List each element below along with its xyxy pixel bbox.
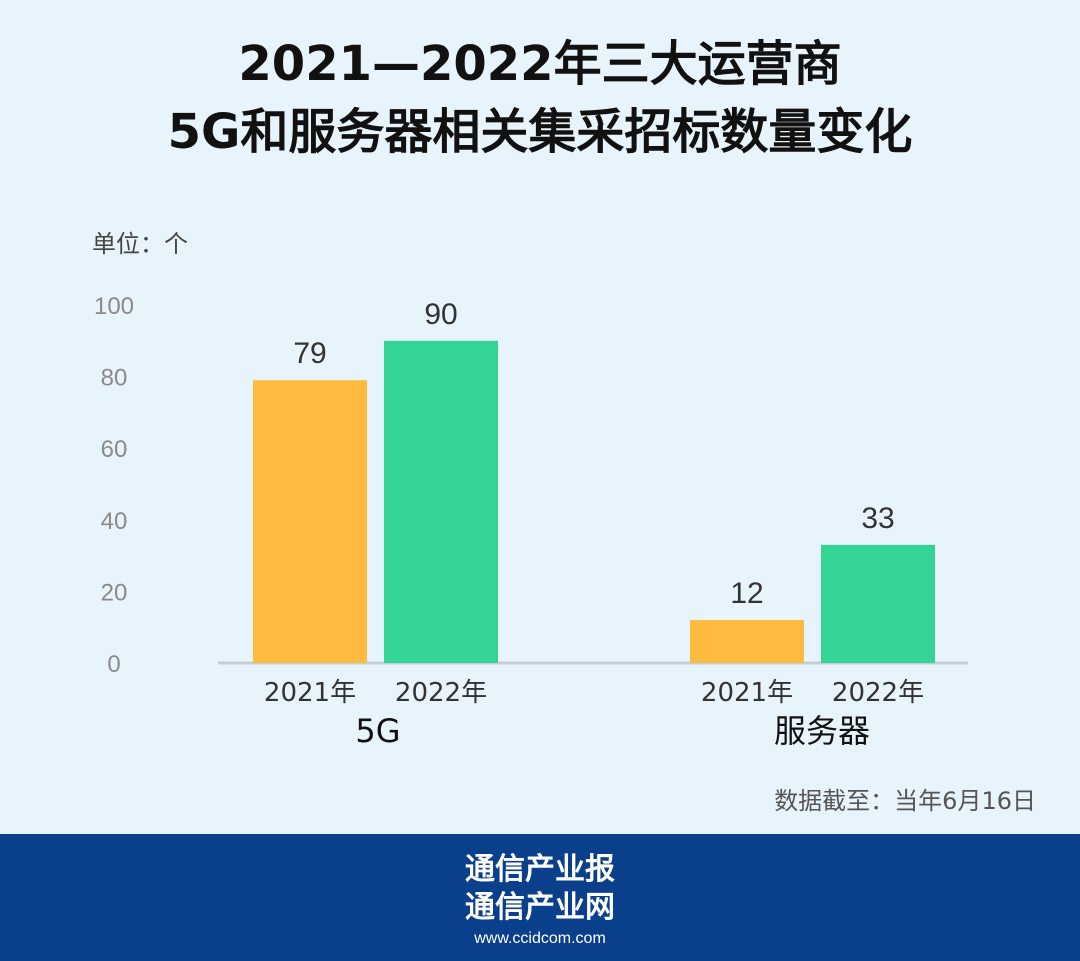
brand-name-2: 通信产业网 [465, 890, 615, 925]
chart-subtitle: 5G和服务器相关集采招标数量变化 [167, 104, 913, 160]
bar [821, 544, 935, 663]
chart-title: 2021—2022年三大运营商 [238, 36, 842, 92]
x-tick-label: 2022年 [832, 678, 924, 708]
footnote: 数据截至：当年6月16日 [774, 787, 1036, 815]
data-label: 12 [730, 577, 763, 610]
data-label: 33 [861, 502, 894, 535]
y-tick-label: 20 [101, 579, 128, 606]
y-tick-label: 60 [101, 436, 128, 463]
unit-label: 单位：个 [92, 230, 188, 258]
bar [384, 340, 498, 663]
y-tick-label: 80 [101, 365, 128, 392]
bar [690, 620, 804, 663]
brand-name-1: 通信产业报 [465, 852, 615, 887]
data-label: 79 [293, 337, 326, 370]
bar [253, 380, 367, 663]
category-label: 5G [355, 712, 400, 750]
data-label: 90 [424, 298, 457, 331]
category-label: 服务器 [774, 712, 870, 750]
x-tick-label: 2021年 [264, 678, 356, 708]
y-tick-label: 0 [107, 651, 120, 678]
footer-banner: 通信产业报 通信产业网 www.ccidcom.com [0, 834, 1080, 961]
y-tick-label: 100 [94, 293, 134, 320]
x-tick-label: 2022年 [395, 678, 487, 708]
y-tick-label: 40 [101, 508, 128, 535]
brand-url: www.ccidcom.com [474, 930, 606, 947]
bar-chart: 0 20 40 60 80 100 79 2021年 90 2022年 5G 12 2021年 33 202… [94, 293, 968, 750]
x-tick-label: 2021年 [701, 678, 793, 708]
